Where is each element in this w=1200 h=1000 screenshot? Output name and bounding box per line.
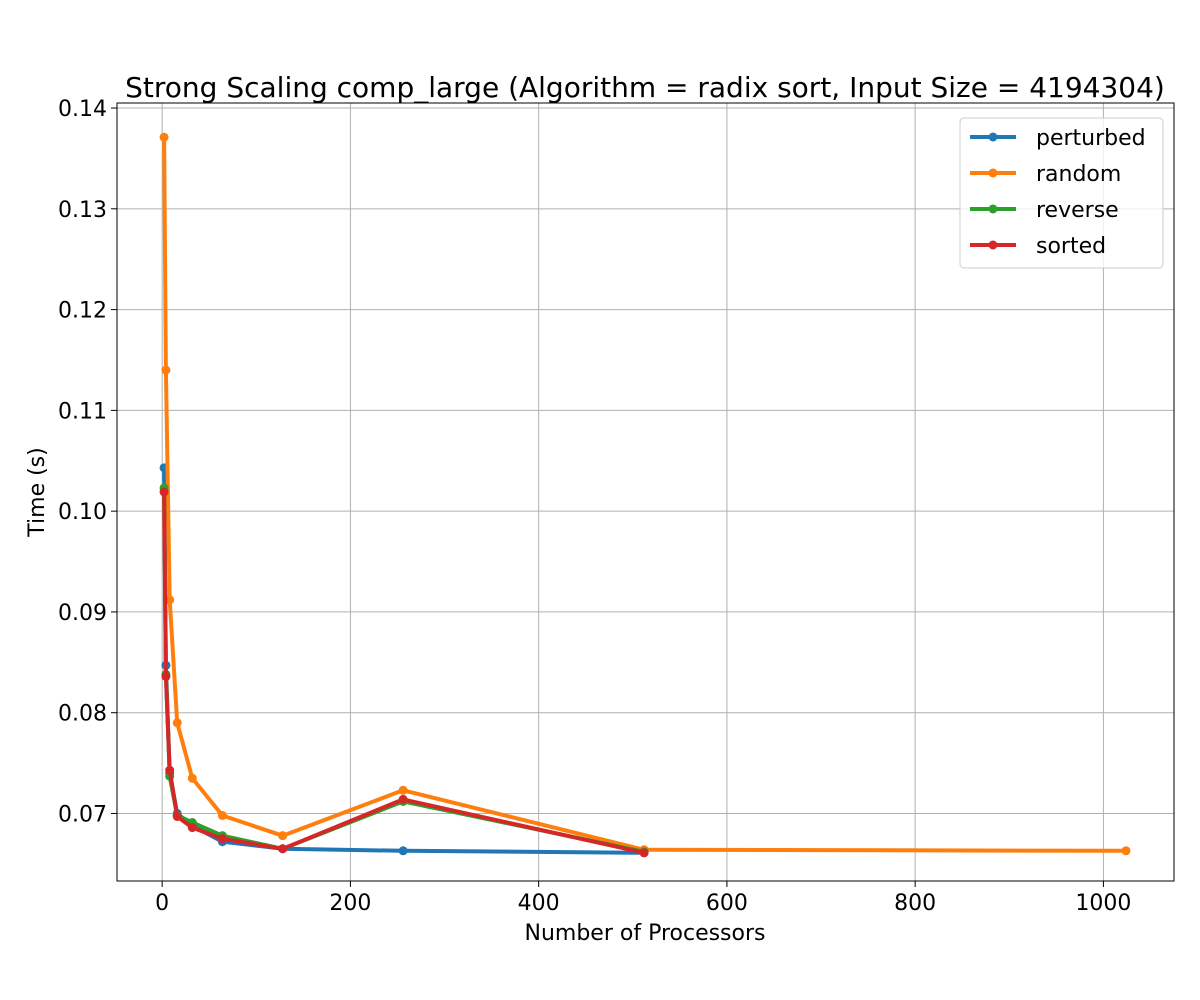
data-point-sorted xyxy=(278,844,288,854)
legend-label-random: random xyxy=(1036,162,1121,187)
y-tick-label: 0.13 xyxy=(58,198,107,223)
data-point-sorted xyxy=(187,823,197,833)
x-tick-label: 0 xyxy=(155,891,169,916)
data-point-random xyxy=(172,718,182,728)
x-axis-ticks: 0 200 400 600 800 1000 xyxy=(155,881,1131,916)
data-point-random xyxy=(187,773,197,783)
legend-item-perturbed: perturbed xyxy=(970,126,1146,151)
legend-item-reverse: reverse xyxy=(970,198,1119,223)
legend-marker-random xyxy=(988,168,998,178)
legend-marker-reverse xyxy=(988,204,998,214)
legend-item-sorted: sorted xyxy=(970,234,1106,259)
legend-marker-sorted xyxy=(988,240,998,250)
y-axis-label: Time (s) xyxy=(25,447,50,537)
data-point-random xyxy=(278,831,288,841)
series-random xyxy=(159,132,1131,856)
data-point-sorted xyxy=(172,812,182,822)
y-tick-label: 0.09 xyxy=(58,601,107,626)
legend-marker-perturbed xyxy=(988,132,998,142)
data-point-random xyxy=(1121,846,1131,856)
x-tick-label: 800 xyxy=(894,891,936,916)
y-tick-label: 0.11 xyxy=(58,399,107,424)
series-line-random xyxy=(162,135,1128,853)
data-point-sorted xyxy=(639,848,649,858)
x-tick-label: 400 xyxy=(518,891,560,916)
y-axis-ticks: 0.07 0.08 0.09 0.10 0.11 0.12 0.13 0.14 xyxy=(58,97,117,827)
data-point-random xyxy=(217,810,227,820)
data-point-perturbed xyxy=(398,846,408,856)
data-point-random xyxy=(161,365,171,375)
legend-label-sorted: sorted xyxy=(1036,234,1106,259)
data-point-random xyxy=(165,595,175,605)
y-tick-label: 0.07 xyxy=(58,802,107,827)
chart-title: Strong Scaling comp_large (Algorithm = r… xyxy=(125,71,1165,104)
y-tick-label: 0.08 xyxy=(58,702,107,727)
y-tick-label: 0.12 xyxy=(58,299,107,324)
data-point-sorted xyxy=(398,794,408,804)
series-sorted xyxy=(159,487,649,858)
data-point-sorted xyxy=(217,834,227,844)
y-tick-label: 0.14 xyxy=(58,97,107,122)
data-point-sorted xyxy=(165,765,175,775)
grid-lines xyxy=(117,103,1174,881)
x-axis-label: Number of Processors xyxy=(525,921,766,946)
data-point-sorted xyxy=(159,487,169,497)
legend-box xyxy=(959,117,1164,269)
plot-frame xyxy=(116,102,1175,882)
legend-label-reverse: reverse xyxy=(1036,198,1119,223)
data-point-sorted xyxy=(161,671,171,681)
data-point-random xyxy=(159,132,169,142)
x-tick-label: 1000 xyxy=(1075,891,1131,916)
legend: perturbed random reverse sorted xyxy=(959,117,1164,269)
data-point-random xyxy=(398,785,408,795)
series-lines xyxy=(159,132,1131,858)
x-tick-label: 200 xyxy=(329,891,371,916)
x-tick-label: 600 xyxy=(706,891,748,916)
legend-label-perturbed: perturbed xyxy=(1036,126,1146,151)
y-tick-label: 0.10 xyxy=(58,500,107,525)
legend-item-random: random xyxy=(970,162,1121,187)
